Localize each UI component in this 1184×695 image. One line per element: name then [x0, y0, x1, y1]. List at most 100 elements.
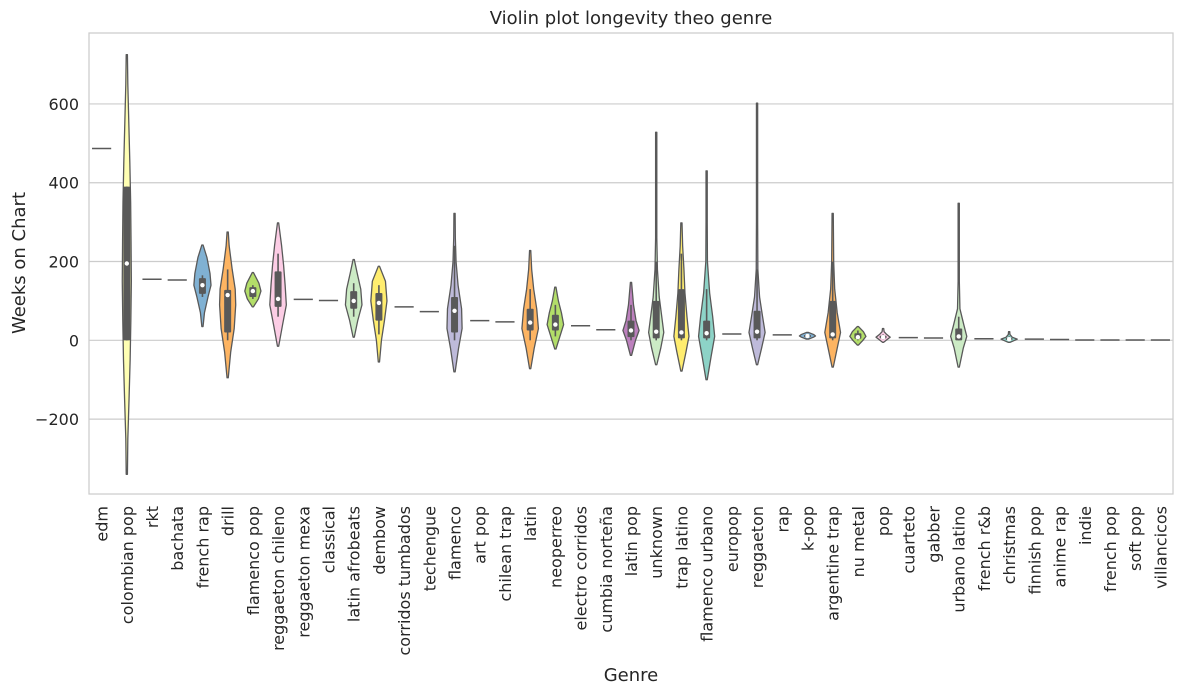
- violin-iqr-box: [274, 271, 282, 307]
- violin-median: [830, 332, 835, 337]
- violin-median: [250, 288, 256, 294]
- chart-title: Violin plot longevity theo genre: [490, 8, 773, 29]
- x-tick-label: french rap: [193, 506, 212, 588]
- x-tick-label: cumbia norteña: [597, 506, 616, 633]
- violin-iqr-box: [375, 293, 383, 321]
- x-tick-label: indie: [1076, 506, 1095, 545]
- x-tick-label: finnish pop: [1025, 506, 1044, 594]
- violin-28: [798, 331, 817, 340]
- violin-median: [956, 334, 961, 339]
- x-tick-labels: edm colombian pop rkt bachata french rap dril…: [93, 506, 1171, 656]
- violin-7: [269, 222, 287, 347]
- violin-median: [452, 308, 457, 313]
- x-tick-label: villancicos: [1151, 506, 1170, 589]
- violin-median: [880, 334, 886, 340]
- x-tick-label: reggaeton: [748, 506, 767, 588]
- violin-median: [124, 261, 130, 266]
- violin-23: [673, 222, 690, 372]
- violin-30: [849, 325, 867, 346]
- x-tick-label: flamenco: [446, 506, 465, 580]
- x-tick-label: nu metal: [849, 506, 868, 577]
- violin-body: [697, 170, 716, 381]
- violin-4: [193, 244, 212, 328]
- violin-26: [748, 102, 766, 366]
- plot-background: [89, 33, 1173, 494]
- violin-24: [697, 170, 716, 381]
- x-tick-label: art pop: [471, 506, 490, 564]
- violin-36: [1000, 331, 1018, 343]
- y-tick-label: −200: [35, 410, 79, 429]
- violin-body: [748, 102, 766, 366]
- x-tick-label: christmas: [1000, 506, 1019, 584]
- x-tick-label: rkt: [143, 506, 162, 528]
- x-tick-label: trap latino: [672, 506, 691, 589]
- violin-34: [950, 202, 968, 368]
- x-tick-label: gabber: [925, 506, 944, 563]
- x-tick-label: edm: [93, 506, 112, 542]
- violin-11: [370, 265, 388, 363]
- violin-median: [855, 334, 861, 340]
- x-tick-label: french pop: [1101, 506, 1120, 592]
- violin-6: [244, 271, 262, 308]
- x-tick-label: bachata: [168, 506, 187, 571]
- plot-frame: [88, 32, 1174, 495]
- violin-1: [121, 54, 132, 475]
- x-tick-label: french r&b: [975, 506, 994, 591]
- x-tick-label: electro corridos: [572, 506, 591, 631]
- violin-iqr-box: [753, 310, 761, 339]
- violin-iqr-box: [677, 289, 685, 339]
- x-tick-label: soft pop: [1126, 506, 1145, 571]
- violin-22: [648, 131, 665, 366]
- violin-18: [546, 286, 565, 350]
- y-tick-label: 200: [48, 253, 79, 272]
- violin-median: [351, 298, 356, 304]
- violin-body: [648, 131, 665, 366]
- x-tick-label: anime rap: [1051, 506, 1070, 587]
- x-axis-title: Genre: [604, 665, 659, 686]
- violin-median: [754, 329, 760, 334]
- x-tick-label: chilean trap: [496, 506, 515, 602]
- x-tick-label: techengue: [420, 506, 439, 591]
- violin-median: [654, 329, 659, 334]
- x-tick-label: latin: [521, 506, 540, 541]
- x-tick-label: latin pop: [622, 506, 641, 576]
- violin-median: [553, 322, 558, 327]
- x-tick-label: argentine trap: [824, 506, 843, 621]
- y-tick-label: 600: [48, 95, 79, 114]
- violin-5: [218, 231, 237, 379]
- violin-median: [628, 328, 634, 333]
- x-tick-label: rap: [773, 506, 792, 533]
- x-tick-label: urbano latino: [950, 506, 969, 613]
- violin-body: [950, 202, 968, 368]
- violin-iqr-box: [652, 300, 660, 339]
- x-tick-label: reggaeton chileno: [269, 506, 288, 651]
- violin-median: [527, 320, 533, 325]
- y-tick-label: 400: [48, 174, 79, 193]
- x-tick-label: flamenco pop: [244, 506, 263, 615]
- x-tick-label: drill: [219, 506, 238, 536]
- violin-iqr-box: [829, 300, 837, 339]
- x-tick-label: dembow: [370, 506, 389, 575]
- grid-layer: [89, 103, 1173, 420]
- y-tick-labels: −200 0 200 400 600: [35, 95, 79, 429]
- violin-layer: [92, 54, 1170, 475]
- x-tick-label: colombian pop: [118, 506, 137, 624]
- x-tick-label: europop: [723, 506, 742, 572]
- violin-29: [824, 212, 842, 368]
- violin-iqr-box: [224, 289, 232, 333]
- violin-17: [521, 249, 540, 370]
- violin-median: [704, 331, 709, 336]
- violin-14: [446, 212, 463, 373]
- x-tick-label: neoperreo: [546, 506, 565, 588]
- violin-median: [805, 333, 810, 339]
- violin-10: [344, 258, 363, 338]
- violin-iqr-box: [526, 308, 534, 331]
- violin-median: [679, 330, 684, 335]
- x-tick-label: pop: [874, 506, 893, 536]
- violin-31: [875, 327, 891, 343]
- x-tick-label: reggaeton mexa: [294, 506, 313, 638]
- y-axis-title: Weeks on Chart: [9, 192, 30, 334]
- violin-median: [225, 292, 230, 298]
- violin-21: [622, 281, 640, 356]
